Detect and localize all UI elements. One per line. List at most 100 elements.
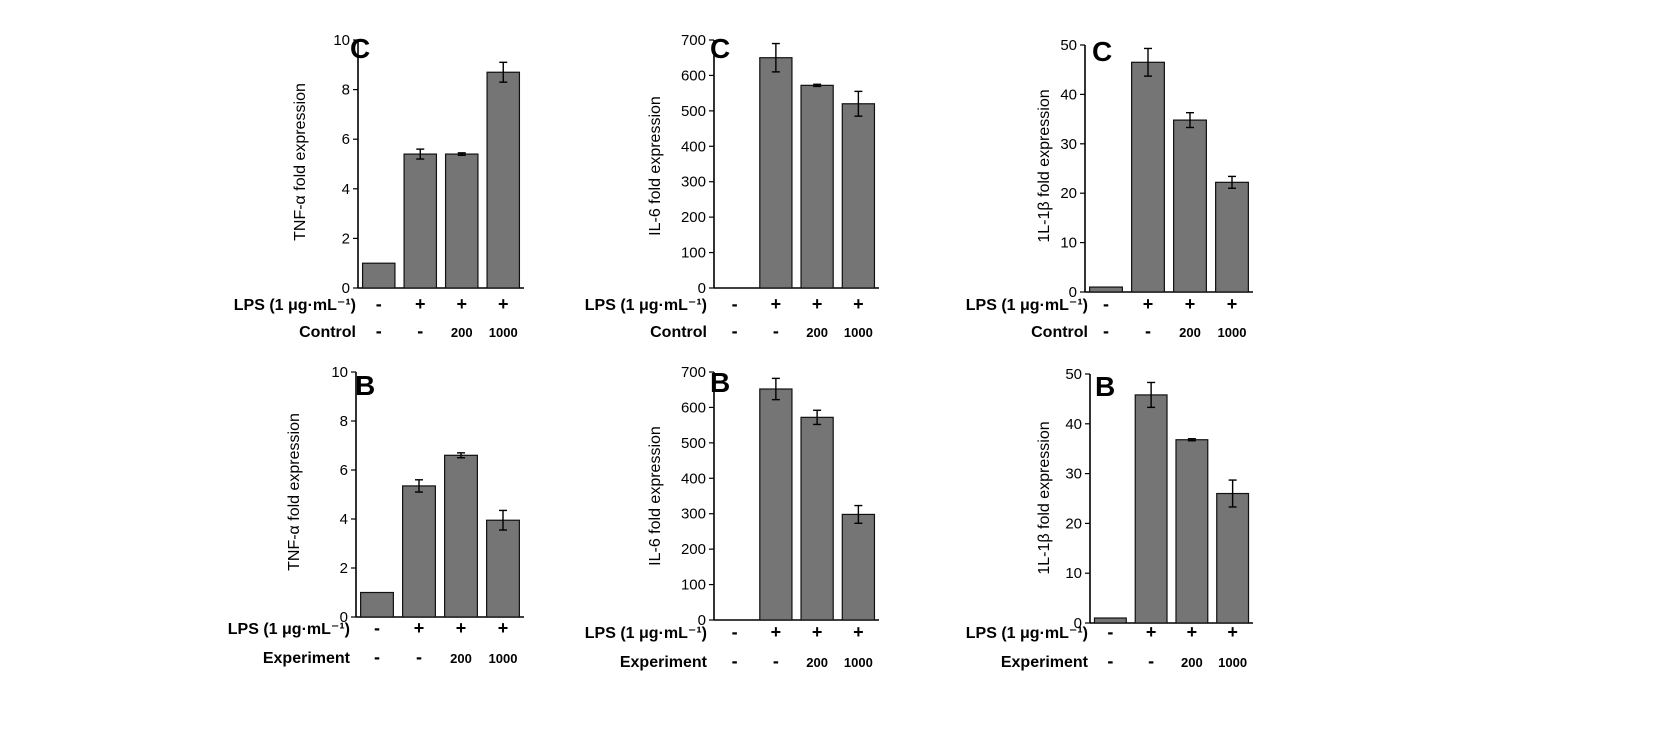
row-value: - (374, 618, 380, 638)
y-tick-label: 4 (340, 511, 348, 528)
y-axis-label: IL-6 fold expression (647, 426, 664, 566)
y-axis-label: IL-6 fold expression (647, 96, 664, 236)
bar (1215, 181, 1249, 293)
row-value: 200 (1181, 655, 1203, 670)
y-tick-label: 0 (1074, 615, 1082, 632)
row-value: - (376, 321, 382, 341)
y-tick-label: 400 (681, 138, 706, 155)
row-value: + (1227, 622, 1238, 642)
y-tick-label: 40 (1065, 416, 1082, 433)
bar (361, 262, 396, 289)
row-label: Experiment (263, 650, 351, 667)
y-tick-label: 2 (340, 560, 348, 577)
panel-letter: B (355, 370, 375, 401)
y-tick-label: 20 (1065, 515, 1082, 532)
y-tick-label: 500 (681, 103, 706, 120)
panel-letter: B (1095, 371, 1115, 402)
y-tick-label: 6 (340, 462, 348, 479)
bar (1089, 286, 1123, 293)
row-value: + (853, 622, 864, 642)
row-label: LPS (1 μg·mL⁻¹) (966, 625, 1088, 642)
row-label: LPS (1 μg·mL⁻¹) (228, 621, 350, 638)
row-value: + (1143, 294, 1154, 314)
y-axis-label: TNF-α fold expression (292, 83, 309, 241)
bar (444, 153, 479, 289)
row-value: - (417, 321, 423, 341)
y-tick-label: 0 (698, 612, 706, 629)
bar (759, 57, 793, 289)
y-tick-label: 500 (681, 435, 706, 452)
bar (800, 416, 834, 621)
bar-chart-panel-4: 0 2 4 6 8 10 TNF-α fold expression B LPS (1 μg·m… (228, 364, 524, 667)
bar (841, 103, 876, 289)
y-tick-label: 30 (1065, 466, 1082, 483)
row-value: 1000 (489, 651, 518, 666)
y-tick-label: 50 (1060, 37, 1077, 54)
row-value: 200 (450, 651, 472, 666)
row-value: + (1187, 622, 1198, 642)
row-label: LPS (1 μg·mL⁻¹) (585, 625, 707, 642)
row-value: + (414, 618, 425, 638)
y-tick-label: 600 (681, 67, 706, 84)
y-tick-label: 8 (340, 413, 348, 430)
bar (759, 388, 793, 621)
y-tick-label: 600 (681, 399, 706, 416)
y-tick-label: 40 (1060, 86, 1077, 103)
bar (1175, 439, 1209, 624)
bar-chart-panel-6: 0 10 20 30 40 50 1L-1β fold expression B LPS (1 … (966, 366, 1253, 671)
row-value: 1000 (489, 325, 518, 340)
row-value: + (771, 294, 782, 314)
y-tick-label: 10 (331, 364, 348, 381)
row-value: - (1148, 651, 1154, 671)
row-value: + (1227, 294, 1238, 314)
y-tick-label: 100 (681, 245, 706, 262)
row-value: - (1103, 294, 1109, 314)
panel-letter: C (1092, 36, 1112, 67)
row-value: - (732, 622, 738, 642)
y-tick-label: 0 (340, 609, 348, 626)
row-value: + (812, 622, 823, 642)
row-value: + (456, 294, 467, 314)
bar-chart-panel-5: 0 100 200 300 400 500 600 700 IL-6 fold expressi… (585, 364, 879, 671)
y-tick-label: 8 (342, 82, 350, 99)
bar (1093, 617, 1127, 624)
row-value: - (773, 321, 779, 341)
y-tick-label: 2 (342, 230, 350, 247)
y-tick-label: 200 (681, 541, 706, 558)
row-value: + (853, 294, 864, 314)
bar-chart-panel-1: 0 2 4 6 8 10 TNF-α fold expression C LPS (1 μg·m… (234, 32, 524, 341)
row-value: - (1107, 651, 1113, 671)
row-value: + (812, 294, 823, 314)
bar (1216, 492, 1250, 624)
bar-chart-panel-2: 0 100 200 300 400 500 600 700 IL-6 fold expressi… (585, 32, 879, 341)
row-label: LPS (1 μg·mL⁻¹) (234, 297, 356, 314)
y-tick-label: 50 (1065, 366, 1082, 383)
row-value: + (498, 294, 509, 314)
y-tick-label: 400 (681, 470, 706, 487)
y-tick-label: 20 (1060, 185, 1077, 202)
y-tick-label: 700 (681, 32, 706, 49)
bar (403, 153, 438, 289)
row-value: + (498, 618, 509, 638)
row-value: + (415, 294, 426, 314)
row-value: - (376, 294, 382, 314)
y-tick-label: 0 (342, 280, 350, 297)
y-tick-label: 10 (1060, 235, 1077, 252)
row-value: - (732, 651, 738, 671)
bar (486, 519, 520, 618)
row-value: - (1107, 622, 1113, 642)
row-value: + (771, 622, 782, 642)
bar (444, 454, 478, 618)
row-value: - (374, 647, 380, 667)
row-value: 1000 (844, 655, 873, 670)
row-value: 1000 (1218, 325, 1247, 340)
row-label: Control (1031, 324, 1088, 341)
bar (486, 71, 521, 289)
bar (1134, 394, 1168, 624)
row-value: - (732, 321, 738, 341)
y-tick-label: 6 (342, 131, 350, 148)
bar (1173, 119, 1207, 293)
row-value: + (1185, 294, 1196, 314)
row-value: - (1145, 321, 1151, 341)
